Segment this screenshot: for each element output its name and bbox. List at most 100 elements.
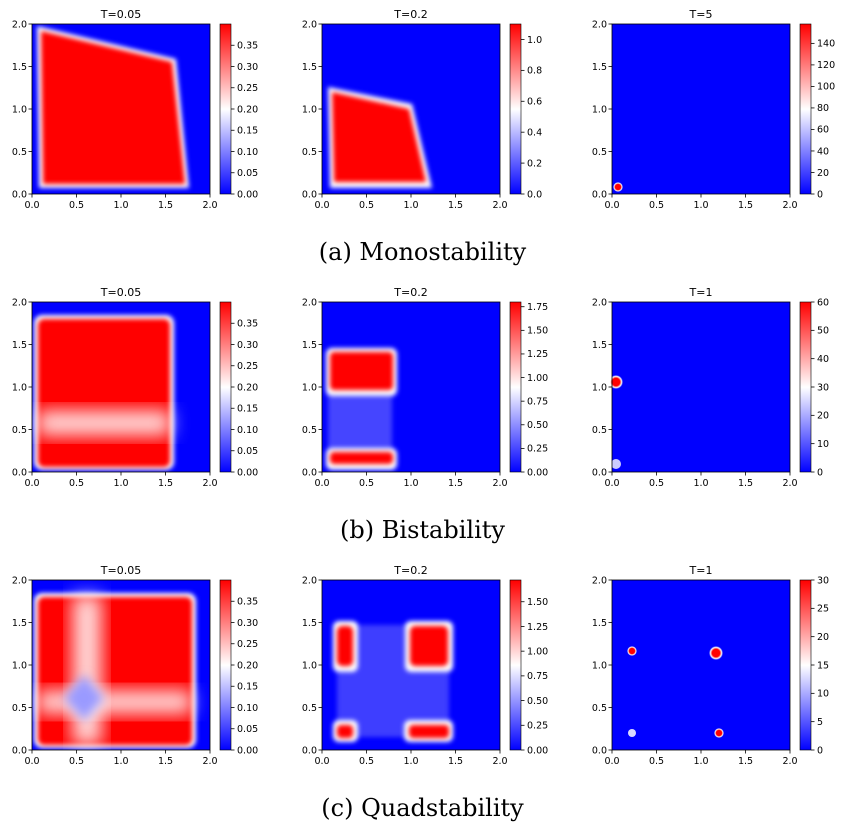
heatmap-plot (612, 580, 790, 750)
y-tick-label: 1.5 (592, 340, 607, 351)
colorbar-tick-label: 1.75 (527, 302, 548, 313)
colorbar-tick-label: 0.75 (527, 671, 548, 682)
y-tick-label: 0.0 (12, 745, 27, 756)
colorbar-tick-label: 0.25 (527, 444, 548, 455)
panel-title: T=0.2 (393, 286, 427, 299)
x-tick-label: 0.0 (24, 756, 39, 767)
x-tick-label: 1.5 (448, 478, 463, 489)
low-band (37, 410, 171, 436)
panel-title: T=0.05 (100, 286, 141, 299)
colorbar: 0.00 0.25 0.50 0.75 1.00 1.25 1.50 1.75 (509, 301, 548, 478)
x-tick-label: 1.0 (403, 756, 418, 767)
panel-a3: T=5 (612, 8, 790, 194)
colorbar-gradient (799, 23, 812, 195)
y-tick-label: 1.5 (12, 62, 27, 73)
x-tick-label: 1.5 (448, 756, 463, 767)
colorbar-tick-label: 60 (817, 125, 829, 136)
panel-title: T=5 (689, 8, 713, 21)
panel-title: T=1 (689, 286, 713, 299)
x-tick-label: 1.5 (158, 200, 173, 211)
high-region (38, 597, 192, 745)
x-tick-label: 2.0 (202, 478, 217, 489)
x-tick-label: 1.5 (738, 200, 753, 211)
y-tick-label: 1.5 (12, 340, 27, 351)
y-tick-label: 2.0 (302, 19, 317, 30)
x-tick-label: 0.0 (24, 200, 39, 211)
x-tick-label: 1.5 (738, 478, 753, 489)
panel-b3: T=1 (609, 286, 790, 472)
colorbar-tick-label: 0.10 (237, 147, 258, 158)
high-region-top-left (337, 626, 353, 666)
axes-group: 0.0 0.5 1.0 1.5 2.00.00.51.01.52.00.000.050.… (12, 19, 258, 211)
concentration-spot (609, 375, 623, 389)
colorbar-gradient (509, 23, 522, 195)
colorbar-tick-label: 20 (817, 168, 829, 179)
colorbar-tick-label: 1.50 (527, 597, 548, 608)
colorbar-tick-label: 15 (817, 660, 829, 671)
colorbar-tick-label: 0.00 (237, 745, 258, 756)
row-a: T=0.05 T=0.2 T=5 (32, 8, 790, 194)
colorbar-gradient (509, 301, 522, 473)
colorbar-tick-label: 0.05 (237, 724, 258, 735)
colorbar-tick-label: 10 (817, 689, 829, 700)
colorbar-tick-label: 0 (817, 745, 823, 756)
colorbar: 0.00 0.05 0.10 0.15 0.20 0.25 0.30 0.35 (219, 23, 258, 200)
colorbar-tick-label: 40 (817, 354, 829, 365)
panel-title: T=0.05 (100, 564, 141, 577)
colorbar-tick-label: 0 (817, 467, 823, 478)
colorbar-tick-label: 0.6 (527, 97, 542, 108)
colorbar-tick-label: 20 (817, 411, 829, 422)
heatmap-plot (322, 580, 500, 750)
y-tick-label: 1.0 (302, 104, 317, 115)
colorbar-tick-label: 0.20 (237, 382, 258, 393)
high-region-top-right (410, 626, 448, 666)
colorbar-tick-label: 5 (817, 717, 823, 728)
colorbar-tick-label: 0.05 (237, 446, 258, 457)
x-tick-label: 0.5 (69, 756, 84, 767)
y-tick-label: 0.5 (12, 703, 27, 714)
colorbar-gradient (219, 301, 232, 473)
colorbar-gradient (219, 23, 232, 195)
y-tick-label: 0.0 (12, 189, 27, 200)
colorbar-tick-label: 0.20 (237, 660, 258, 671)
colorbar-tick-label: 0 (817, 189, 823, 200)
colorbar-tick-label: 0.35 (237, 597, 258, 608)
colorbar-tick-label: 0.00 (527, 467, 548, 478)
colorbar: 0.00 0.05 0.10 0.15 0.20 0.25 0.30 0.35 (219, 301, 258, 478)
x-tick-label: 0.5 (69, 478, 84, 489)
x-tick-label: 0.5 (359, 756, 374, 767)
colorbar-tick-label: 40 (817, 146, 829, 157)
heatmap-plot (322, 302, 500, 472)
high-region-bottom-right (409, 725, 449, 738)
x-tick-label: 1.5 (448, 200, 463, 211)
colorbar: 0 20 40 60 80 100 120 140 (799, 23, 835, 200)
background-field (612, 302, 790, 472)
x-tick-label: 1.0 (693, 478, 708, 489)
y-tick-label: 0.5 (12, 425, 27, 436)
x-tick-label: 2.0 (202, 200, 217, 211)
colorbar-tick-label: 0.00 (237, 467, 258, 478)
y-tick-label: 0.0 (302, 467, 317, 478)
colorbar: 0.00 0.25 0.50 0.75 1.00 1.25 1.50 (509, 579, 548, 756)
colorbar-tick-label: 1.50 (527, 326, 548, 337)
y-tick-label: 0.5 (302, 425, 317, 436)
colorbar-tick-label: 50 (817, 326, 829, 337)
axes-group: 0.0 0.5 1.0 1.5 2.0 0.0 0.5 1.0 1.5 2.0 0 5 10 15 20 25… (592, 575, 829, 767)
colorbar-tick-label: 0.0 (527, 189, 542, 200)
background-field (612, 580, 790, 750)
low-band-vertical (72, 595, 102, 745)
heatmap-plot (612, 24, 790, 194)
high-region (41, 31, 185, 184)
y-tick-label: 0.5 (592, 147, 607, 158)
concentration-spot (709, 646, 723, 660)
axes-group: 0.0 0.5 1.0 1.5 2.00.00.51.01.52.00.000.250.… (302, 575, 548, 767)
y-tick-label: 1.5 (592, 618, 607, 629)
x-tick-label: 0.5 (359, 478, 374, 489)
y-tick-label: 0.0 (592, 189, 607, 200)
colorbar-tick-label: 0.25 (237, 639, 258, 650)
colorbar: 0 5 10 15 20 25 30 (799, 575, 829, 756)
colorbar-gradient (799, 579, 812, 751)
x-tick-label: 1.0 (113, 756, 128, 767)
panel-c3: T=1 (612, 564, 790, 750)
high-region (332, 92, 426, 182)
